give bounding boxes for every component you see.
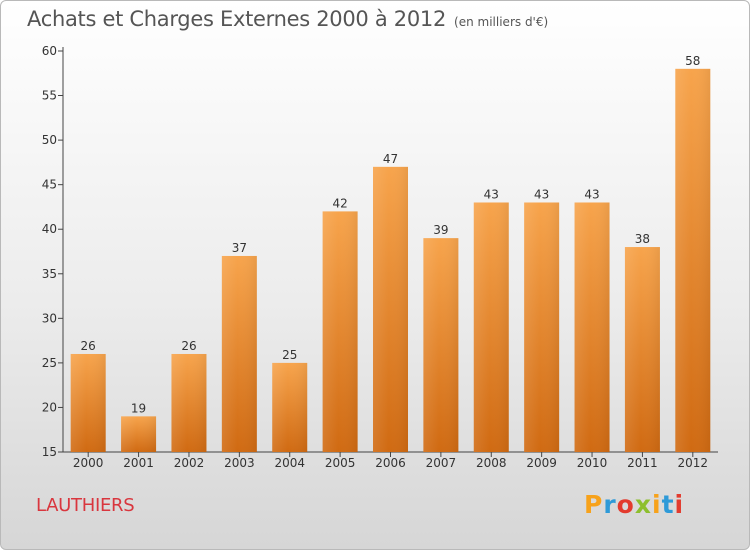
bar-shine-2009 <box>524 202 560 452</box>
value-label: 38 <box>635 232 650 246</box>
value-label: 26 <box>81 339 96 353</box>
value-labels: 26 19 26 37 25 42 47 39 43 43 43 38 58 <box>81 54 701 416</box>
logo-letter: i <box>674 490 685 519</box>
bar-shine-2001 <box>121 416 157 452</box>
proxiti-logo: Proxiti <box>584 490 684 519</box>
x-tick-label: 2001 <box>123 456 154 470</box>
bar-shine-2008 <box>473 202 509 452</box>
bar-shine-2007 <box>423 238 459 452</box>
logo-letter: x <box>634 490 652 519</box>
value-label: 43 <box>534 187 549 201</box>
x-tick-label: 2011 <box>627 456 658 470</box>
y-tick-label: 50 <box>42 133 57 147</box>
logo-letter: i <box>652 490 662 519</box>
logo-letter: r <box>603 490 617 519</box>
y-tick-label: 40 <box>42 222 57 236</box>
bar-shine-2006 <box>373 166 408 452</box>
x-tick-label: 2000 <box>73 456 104 470</box>
y-tick-label: 45 <box>42 178 57 192</box>
x-tick-label: 2009 <box>526 456 557 470</box>
bar-shine-2000 <box>70 353 106 452</box>
value-label: 37 <box>232 241 247 255</box>
logo-letter: o <box>616 490 635 519</box>
chart-title: Achats et Charges Externes 2000 à 2012 (e… <box>27 7 548 31</box>
value-label: 58 <box>685 54 700 68</box>
bar-shine-2003 <box>221 255 257 452</box>
value-label: 47 <box>383 152 398 166</box>
value-label: 42 <box>332 196 347 210</box>
commune-name: LAUTHIERS <box>36 495 135 516</box>
y-tick-label: 15 <box>42 445 57 459</box>
bar-shine-2004 <box>272 362 308 452</box>
x-tick-label: 2006 <box>375 456 406 470</box>
x-tick-label: 2008 <box>476 456 507 470</box>
x-tick-label: 2007 <box>426 456 457 470</box>
bars <box>70 68 711 453</box>
logo-letter: t <box>661 490 675 519</box>
x-tick-label: 2010 <box>577 456 608 470</box>
y-tick-label: 35 <box>42 267 57 281</box>
bar-shine-2005 <box>322 211 358 452</box>
y-tick-label: 55 <box>42 89 57 103</box>
bar-shine-2010 <box>574 202 610 452</box>
value-label: 43 <box>484 187 499 201</box>
x-tick-label: 2012 <box>678 456 709 470</box>
x-tick-label: 2002 <box>174 456 205 470</box>
y-tick-label: 60 <box>42 44 57 58</box>
bar-shine-2002 <box>171 353 207 452</box>
value-label: 26 <box>181 339 196 353</box>
y-tick-label: 20 <box>42 400 57 414</box>
value-label: 43 <box>584 187 599 201</box>
logo-letter: P <box>584 490 604 519</box>
chart-title-unit: (en milliers d'€) <box>454 15 549 29</box>
x-tick-label: 2004 <box>274 456 305 470</box>
bar-shine-2011 <box>624 247 660 452</box>
x-tick-label: 2005 <box>325 456 356 470</box>
value-label: 19 <box>131 401 146 415</box>
bar-shine-2012 <box>675 68 711 453</box>
y-tick-label: 30 <box>42 311 57 325</box>
y-tick-label: 25 <box>42 356 57 370</box>
x-tick-label: 2003 <box>224 456 255 470</box>
value-label: 39 <box>433 223 448 237</box>
axes: 15 20 25 30 35 40 45 50 55 60 2000 2001 2002 2003 2004… <box>42 44 718 470</box>
value-label: 25 <box>282 348 297 362</box>
chart-title-main: Achats et Charges Externes 2000 à 2012 <box>27 7 447 31</box>
